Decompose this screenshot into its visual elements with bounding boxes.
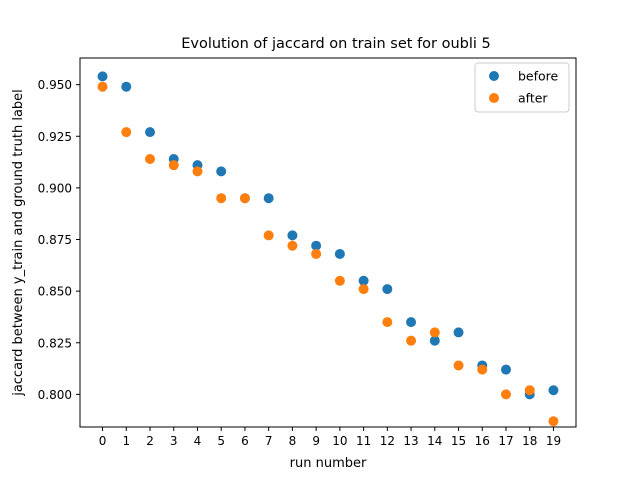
data-point-before [287,230,298,241]
data-point-after [334,275,345,286]
data-point-after [97,81,108,92]
legend: before after [474,62,570,113]
data-point-before [334,248,345,259]
x-tick-label: 8 [289,434,297,448]
data-point-before [121,81,132,92]
data-point-after [287,240,298,251]
y-axis-label: jaccard between y_train and ground truth… [11,89,26,397]
x-tick-label: 2 [146,434,154,448]
data-point-before [97,71,108,82]
data-point-before [311,240,322,251]
data-point-before [145,127,156,138]
y-tick-label: 0.800 [38,388,72,402]
x-tick-label: 14 [427,434,442,448]
legend-label-before: before [518,69,559,84]
data-point-before [263,193,274,204]
data-point-before [548,385,559,396]
data-point-after [524,385,535,396]
x-tick-label: 16 [475,434,490,448]
data-point-after [406,335,417,346]
x-tick-label: 4 [194,434,202,448]
chart-title: Evolution of jaccard on train set for ou… [181,36,491,52]
data-point-after [263,230,274,241]
x-tick-label: 19 [546,434,561,448]
legend-marker-before [489,71,499,81]
data-point-before [429,335,440,346]
y-tick-label: 0.850 [38,285,72,299]
x-axis: 0 1 2 3 4 5 6 7 8 9 10 11 12 13 14 15 16 17 18 19 [99,427,561,448]
data-point-after [121,127,132,138]
plot-area [97,71,559,427]
data-point-after [429,327,440,338]
legend-marker-after [489,93,499,103]
x-tick-label: 5 [217,434,225,448]
data-point-after [239,193,250,204]
x-tick-label: 12 [380,434,395,448]
data-point-after [500,389,511,400]
data-point-before [453,327,464,338]
data-point-after [168,160,179,171]
data-point-before [382,284,393,295]
x-tick-label: 11 [356,434,371,448]
plot-frame [79,57,577,428]
data-point-after [216,193,227,204]
data-point-before [216,166,227,177]
x-tick-label: 1 [122,434,130,448]
x-tick-label: 17 [498,434,513,448]
x-tick-label: 3 [170,434,178,448]
x-axis-label: run number [290,456,367,471]
data-point-before [406,317,417,328]
data-point-after [358,284,369,295]
data-point-after [477,364,488,375]
data-point-before [358,275,369,286]
x-tick-label: 10 [332,434,347,448]
y-tick-label: 0.950 [38,78,72,92]
x-tick-label: 13 [403,434,418,448]
x-tick-label: 9 [312,434,320,448]
y-tick-label: 0.825 [38,336,72,350]
x-tick-label: 0 [99,434,107,448]
data-point-after [548,416,559,427]
data-point-after [311,248,322,259]
data-point-after [192,166,203,177]
x-tick-label: 6 [241,434,249,448]
data-point-after [382,317,393,328]
data-point-after [453,360,464,371]
data-point-after [145,153,156,164]
data-point-before [500,364,511,375]
legend-label-after: after [518,91,548,106]
y-axis: 0.800 0.825 0.850 0.875 0.900 0.925 0.950 [38,78,80,402]
series-after [97,81,559,427]
y-tick-label: 0.925 [38,130,72,144]
x-tick-label: 15 [451,434,466,448]
x-tick-label: 18 [522,434,537,448]
y-tick-label: 0.875 [38,233,72,247]
x-tick-label: 7 [265,434,273,448]
y-tick-label: 0.900 [38,181,72,195]
